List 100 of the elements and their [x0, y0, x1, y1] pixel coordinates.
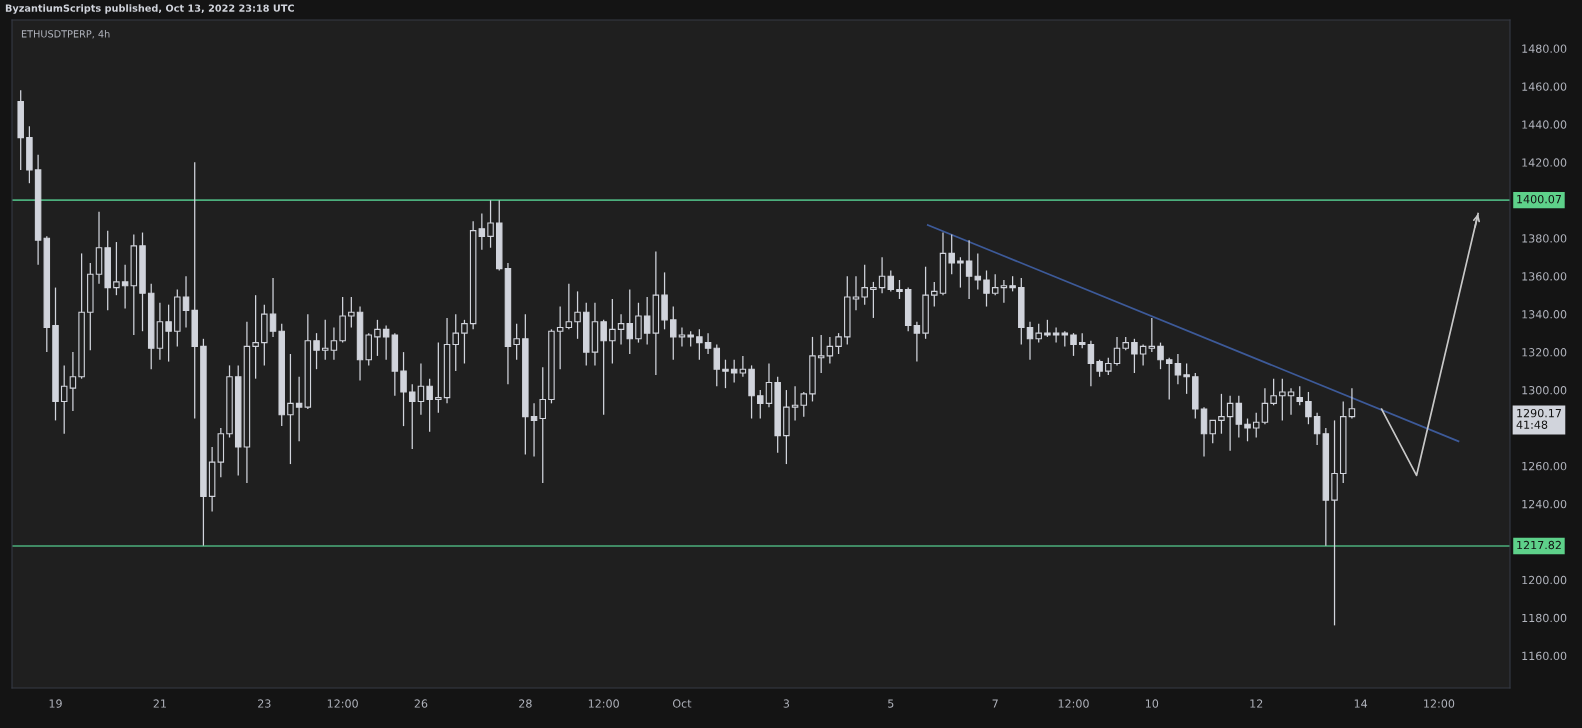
- x-tick-label: 5: [888, 699, 894, 708]
- candlestick: [878, 256, 886, 294]
- y-tick-label: 1320.00: [1522, 348, 1567, 357]
- candlestick: [417, 362, 425, 416]
- y-tick-label: 1160.00: [1522, 651, 1567, 661]
- candlestick: [60, 364, 68, 435]
- candlestick: [1131, 338, 1138, 374]
- y-tick-label: 1180.00: [1522, 613, 1567, 623]
- candlestick: [1000, 279, 1008, 304]
- candlestick: [287, 353, 294, 465]
- x-tick-label: 12:00: [1058, 699, 1089, 708]
- candlestick: [374, 319, 381, 357]
- candlestick: [1139, 343, 1147, 367]
- candlestick: [791, 385, 799, 422]
- candlestick: [1052, 326, 1060, 344]
- candlestick: [913, 321, 921, 363]
- candlestick: [1348, 387, 1356, 420]
- x-tick-label: 14: [1354, 699, 1368, 708]
- y-tick-label: 1460.00: [1522, 82, 1567, 91]
- candlestick: [817, 334, 825, 374]
- candlestick: [826, 336, 834, 365]
- candlestick: [1174, 353, 1182, 385]
- x-tick-label: 26: [414, 699, 428, 708]
- candlestick: [478, 212, 486, 251]
- candlestick: [757, 389, 764, 420]
- candlestick: [556, 305, 564, 370]
- candlestick: [513, 323, 520, 361]
- x-tick-label: 10: [1145, 699, 1159, 708]
- candlestick: [678, 326, 686, 348]
- candlestick: [1252, 412, 1260, 439]
- candlestick: [1261, 387, 1269, 425]
- candlestick: [1218, 393, 1225, 435]
- x-tick-label: 12:00: [327, 699, 358, 708]
- candlestick: [1183, 362, 1190, 395]
- candlestick: [408, 383, 416, 450]
- candlestick: [965, 239, 973, 300]
- candlestick: [1157, 341, 1164, 370]
- candlestick: [1244, 417, 1251, 442]
- candlestick: [452, 313, 459, 372]
- candlestick: [1087, 340, 1095, 387]
- candlestick: [765, 362, 773, 408]
- candlestick: [1148, 317, 1156, 353]
- candlestick: [1035, 323, 1042, 344]
- candlestick: [1305, 391, 1312, 425]
- candlestick: [617, 313, 625, 346]
- text: 1290.17 41:48: [1516, 408, 1561, 429]
- candlestick: [974, 252, 982, 291]
- candlestick: [957, 256, 964, 289]
- candlestick: [574, 290, 581, 340]
- x-tick-label: 3: [783, 699, 790, 708]
- candlestick: [600, 319, 607, 416]
- candlestick: [1313, 412, 1321, 446]
- y-tick-label: 1340.00: [1522, 310, 1567, 319]
- y-tick-label: 1360.00: [1522, 272, 1567, 281]
- y-tick-label: 1200.00: [1522, 575, 1567, 585]
- candlestick: [1026, 321, 1034, 361]
- candlestick: [983, 269, 990, 308]
- x-tick-label: 28: [519, 699, 532, 708]
- y-tick-label: 1380.00: [1522, 234, 1567, 243]
- candlestick: [1113, 336, 1121, 367]
- candlestick: [1165, 357, 1173, 401]
- candlestick: [382, 324, 390, 361]
- y-tick-label: 1300.00: [1522, 386, 1567, 395]
- x-tick-label: 7: [992, 699, 998, 708]
- candlestick: [165, 304, 172, 363]
- candlestick: [565, 283, 573, 330]
- candlestick: [121, 264, 129, 310]
- candlestick: [330, 326, 338, 361]
- candlestick: [313, 332, 320, 370]
- ref-line-label: 1400.07: [1517, 194, 1561, 204]
- candlestick: [991, 273, 999, 296]
- text: ETHUSDTPERP, 4h: [21, 30, 110, 39]
- candlestick: [696, 328, 703, 361]
- x-tick-label: Oct: [672, 699, 692, 708]
- candlestick: [1296, 385, 1303, 406]
- candlestick: [626, 288, 634, 355]
- candlestick: [461, 319, 468, 365]
- x-tick-label: 19: [49, 699, 62, 708]
- ref-line-label: 1217.82: [1517, 540, 1561, 550]
- candlestick: [739, 355, 747, 378]
- candlestick: [861, 264, 868, 306]
- candlestick: [609, 298, 616, 365]
- candlestick: [835, 332, 842, 355]
- candlestick: [1209, 419, 1216, 444]
- candlestick: [887, 269, 895, 293]
- x-tick-label: 12:00: [588, 699, 619, 708]
- candlestick: [435, 341, 442, 414]
- candlestick: [635, 302, 642, 344]
- candlestick: [1235, 395, 1243, 439]
- candlestick: [69, 351, 77, 412]
- candlestick: [870, 281, 877, 319]
- candlestick: [113, 241, 120, 296]
- candlestick: [670, 305, 677, 361]
- y-tick-label: 1480.00: [1522, 44, 1567, 53]
- candlestick: [713, 343, 721, 387]
- candlestick: [321, 319, 329, 361]
- candlestick: [852, 275, 860, 311]
- candlestick: [704, 332, 712, 355]
- candlestick: [426, 378, 433, 433]
- y-tick-label: 1260.00: [1522, 461, 1567, 471]
